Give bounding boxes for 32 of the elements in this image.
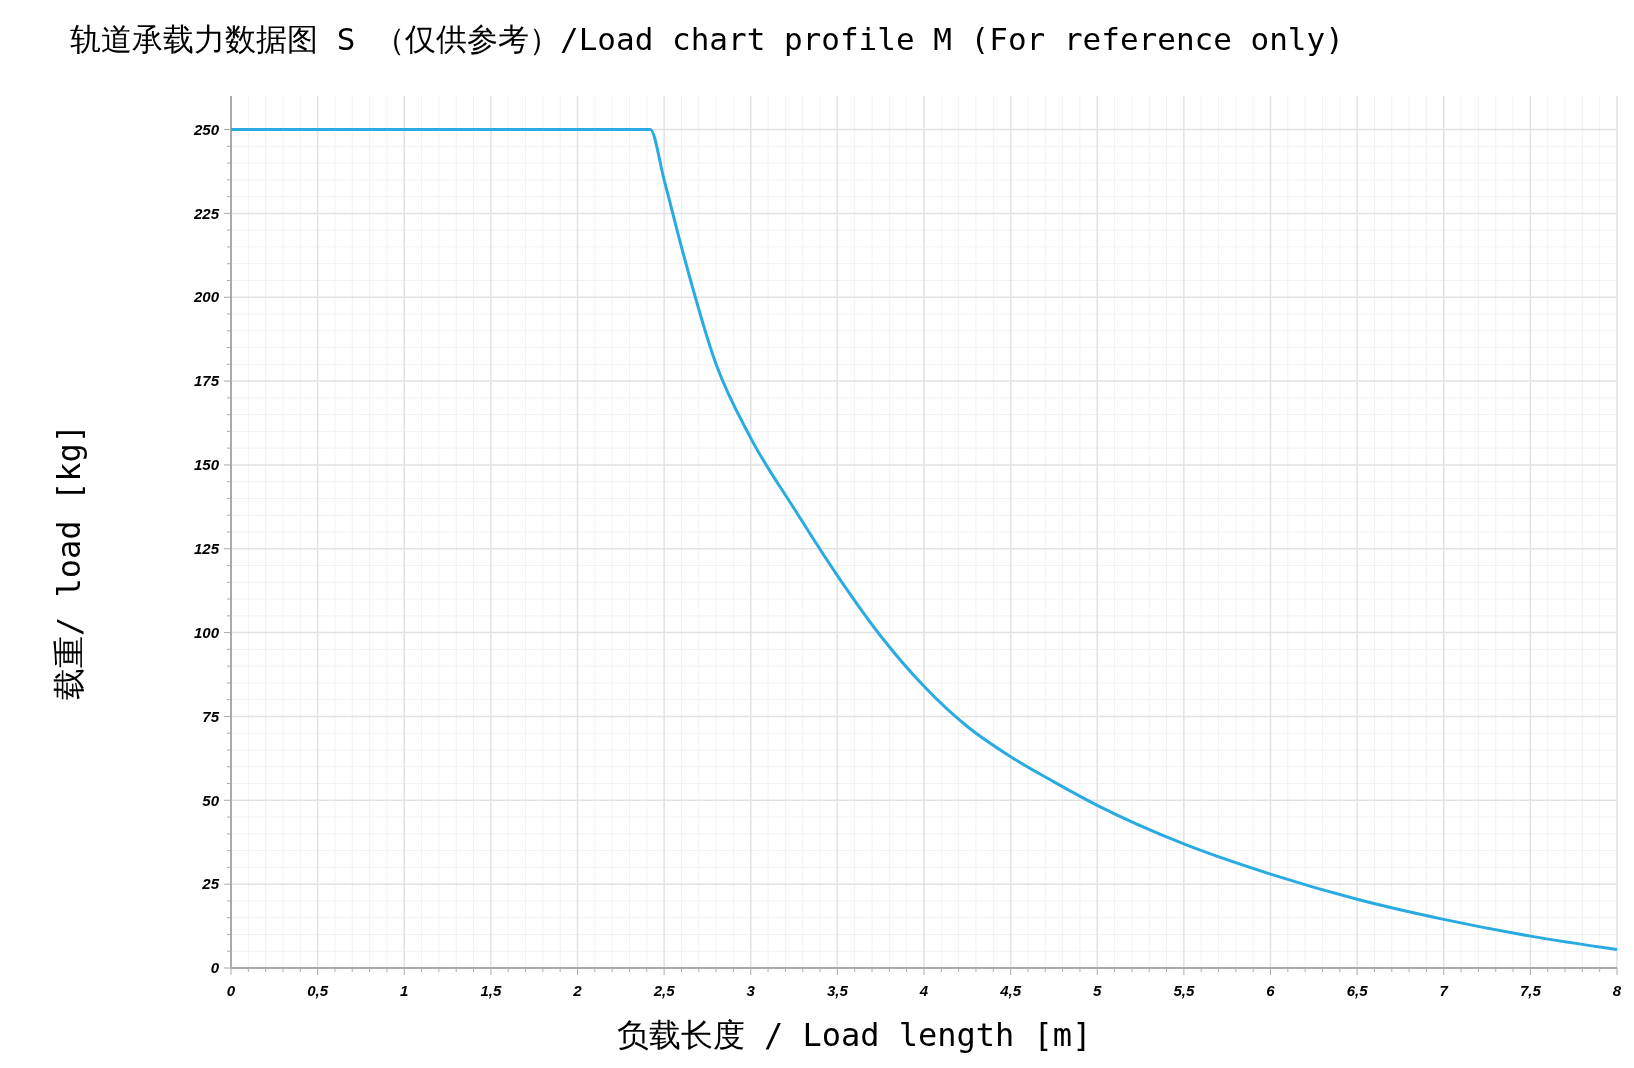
y-tick-label: 200 — [192, 288, 220, 306]
x-axis-title: 负载长度 / Load length [m] — [616, 1016, 1092, 1054]
x-tick-label: 2,5 — [652, 982, 676, 999]
x-tick-label: 7,5 — [1519, 982, 1542, 999]
y-tick-label: 125 — [193, 540, 220, 558]
y-tick-label: 100 — [193, 623, 220, 641]
x-tick-label: 8 — [1612, 982, 1622, 999]
x-tick-label: 1 — [400, 982, 409, 999]
x-tick-label: 4 — [918, 982, 929, 999]
y-tick-label: 225 — [192, 204, 220, 222]
y-axis-title: 载重/ load [kg] — [50, 424, 88, 700]
y-tick-label: 175 — [193, 372, 220, 390]
x-tick-label: 4,5 — [999, 982, 1022, 999]
x-tick-label: 2 — [572, 982, 583, 999]
x-tick-label: 6 — [1266, 982, 1276, 999]
x-tick-label: 7 — [1439, 982, 1449, 999]
y-tick-label: 50 — [202, 791, 220, 809]
x-tick-label: 1,5 — [480, 982, 502, 999]
x-tick-label: 3 — [746, 982, 756, 999]
y-tick-label: 25 — [201, 875, 220, 893]
y-tick-label: 75 — [202, 707, 220, 725]
y-tick-label: 0 — [210, 959, 220, 977]
y-tick-label: 150 — [193, 456, 220, 474]
x-tick-label: 3,5 — [826, 982, 849, 999]
x-tick-label: 0 — [226, 982, 236, 999]
x-tick-label: 5,5 — [1173, 982, 1195, 999]
x-tick-label: 0,5 — [307, 982, 329, 999]
y-tick-label: 250 — [192, 120, 220, 138]
chart-title: 轨道承载力数据图 S （仅供参考）/Load chart profile M (For reference only) — [70, 21, 1344, 57]
x-tick-label: 5 — [1093, 982, 1103, 999]
line-series — [229, 128, 1619, 952]
x-tick-label: 6,5 — [1346, 982, 1369, 999]
